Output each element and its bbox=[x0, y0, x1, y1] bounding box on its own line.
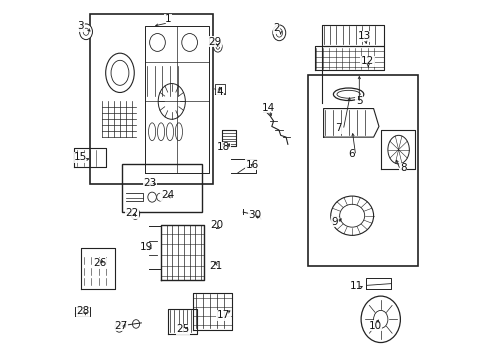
Ellipse shape bbox=[157, 123, 165, 141]
Ellipse shape bbox=[273, 25, 286, 41]
Ellipse shape bbox=[175, 123, 182, 141]
Ellipse shape bbox=[388, 135, 409, 164]
Ellipse shape bbox=[340, 204, 365, 227]
Ellipse shape bbox=[331, 196, 373, 235]
Text: 7: 7 bbox=[335, 123, 342, 133]
Text: 15: 15 bbox=[74, 153, 87, 162]
Text: 3: 3 bbox=[77, 21, 84, 31]
Ellipse shape bbox=[148, 192, 156, 202]
Ellipse shape bbox=[83, 28, 89, 35]
Ellipse shape bbox=[157, 193, 163, 201]
Text: 20: 20 bbox=[210, 220, 223, 230]
Text: 11: 11 bbox=[350, 281, 364, 291]
Text: 29: 29 bbox=[208, 37, 221, 47]
Text: 2: 2 bbox=[273, 23, 280, 33]
Text: 26: 26 bbox=[93, 258, 106, 268]
Ellipse shape bbox=[106, 53, 134, 93]
Text: 4: 4 bbox=[217, 87, 223, 97]
Text: 1: 1 bbox=[165, 14, 172, 24]
Text: 12: 12 bbox=[361, 57, 374, 66]
Text: 8: 8 bbox=[400, 163, 407, 173]
Text: 19: 19 bbox=[140, 242, 153, 252]
Ellipse shape bbox=[216, 44, 220, 49]
Text: 22: 22 bbox=[125, 208, 139, 218]
Text: 5: 5 bbox=[356, 96, 363, 106]
Ellipse shape bbox=[132, 320, 140, 328]
Text: 16: 16 bbox=[245, 159, 259, 170]
Text: 17: 17 bbox=[217, 310, 230, 320]
Ellipse shape bbox=[373, 310, 388, 328]
Ellipse shape bbox=[276, 28, 283, 37]
Text: 13: 13 bbox=[357, 31, 370, 41]
Ellipse shape bbox=[131, 208, 140, 219]
Text: 30: 30 bbox=[248, 210, 262, 220]
Text: 28: 28 bbox=[76, 306, 90, 316]
Ellipse shape bbox=[337, 90, 360, 98]
Text: 27: 27 bbox=[115, 321, 128, 331]
Text: 14: 14 bbox=[262, 103, 275, 113]
Ellipse shape bbox=[149, 33, 165, 51]
Ellipse shape bbox=[333, 88, 364, 100]
Text: 10: 10 bbox=[368, 321, 382, 331]
Ellipse shape bbox=[182, 33, 197, 51]
Text: 6: 6 bbox=[348, 149, 355, 159]
Text: 21: 21 bbox=[209, 261, 222, 271]
Text: 9: 9 bbox=[332, 217, 338, 227]
Ellipse shape bbox=[115, 322, 123, 332]
Text: 24: 24 bbox=[161, 190, 174, 201]
Ellipse shape bbox=[214, 41, 222, 52]
Ellipse shape bbox=[148, 123, 156, 141]
Text: 25: 25 bbox=[176, 324, 190, 334]
Ellipse shape bbox=[158, 84, 185, 119]
Text: 18: 18 bbox=[217, 142, 231, 152]
Ellipse shape bbox=[111, 60, 129, 85]
Text: 23: 23 bbox=[144, 178, 157, 188]
Ellipse shape bbox=[361, 296, 400, 342]
Ellipse shape bbox=[167, 123, 173, 141]
Ellipse shape bbox=[79, 24, 93, 40]
